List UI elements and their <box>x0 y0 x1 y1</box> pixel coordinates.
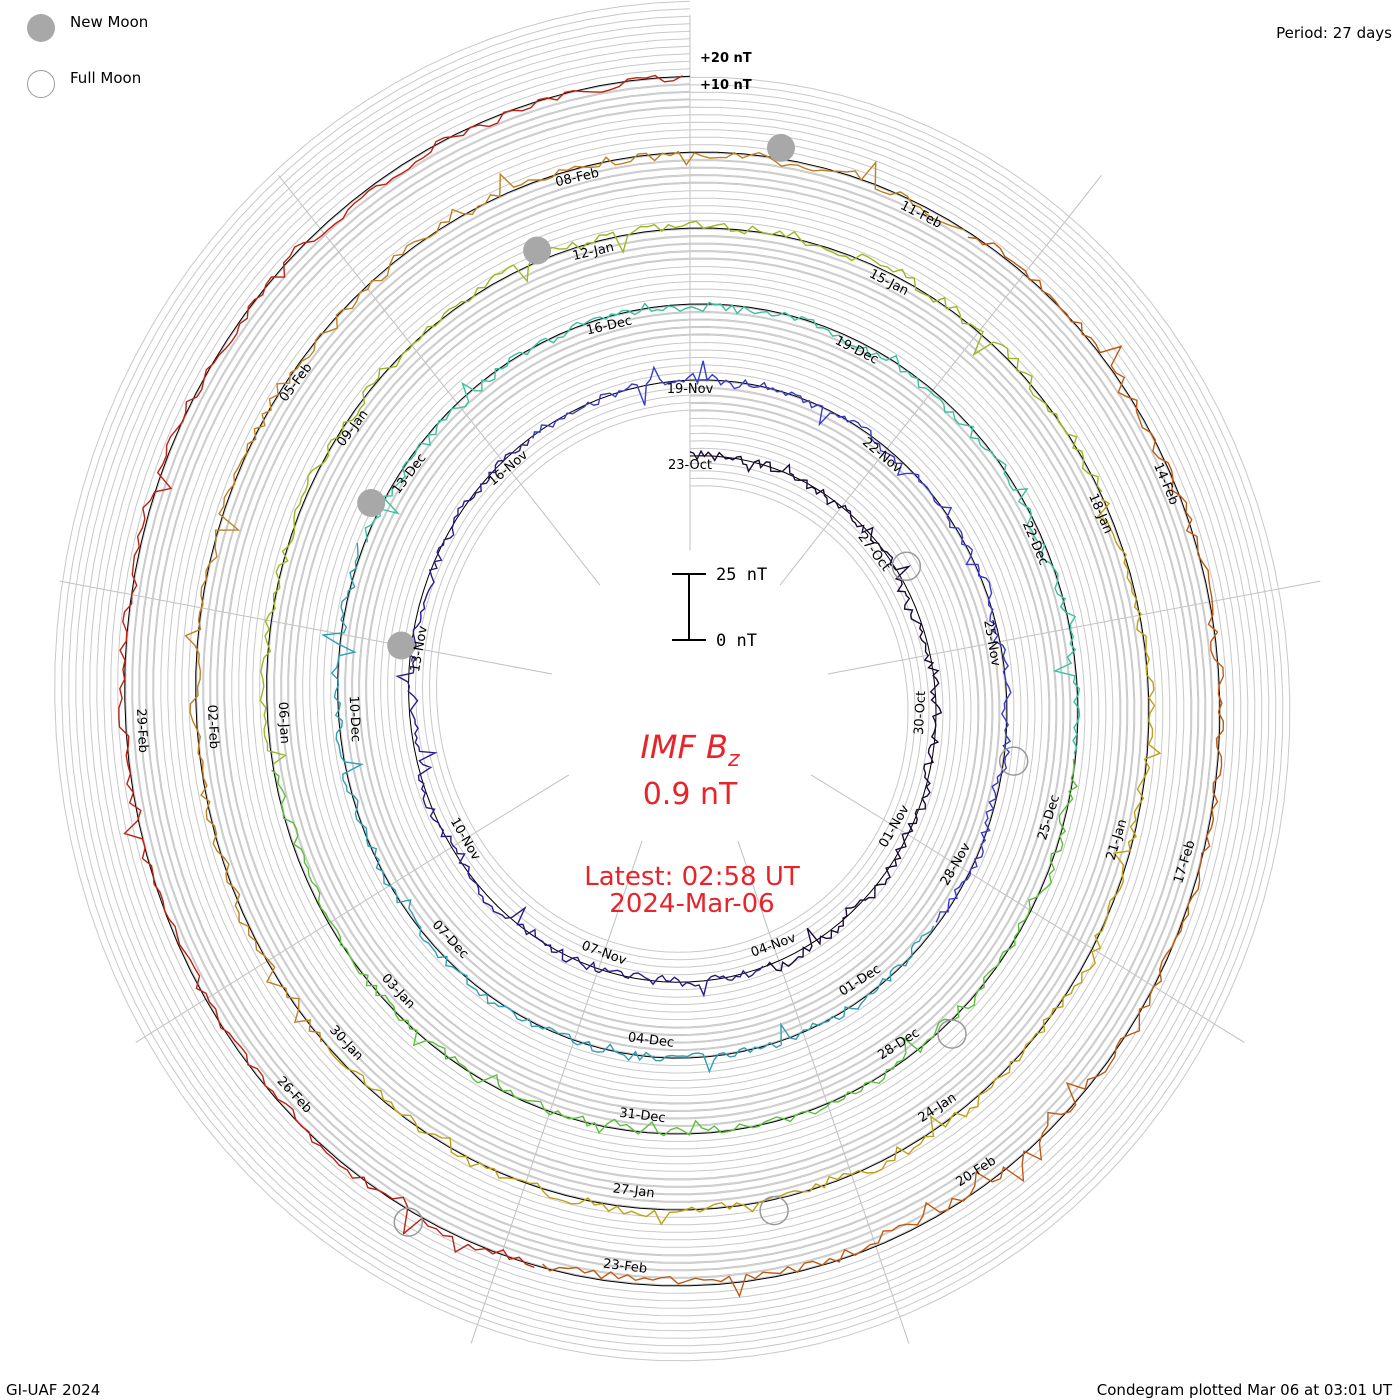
series-line <box>364 301 1081 754</box>
date-label: 20-Feb <box>954 1153 999 1190</box>
spoke-line <box>779 175 1102 586</box>
series-line <box>395 439 764 998</box>
new-moon-marker <box>767 133 795 162</box>
current-value: 0.9 nT <box>643 777 738 812</box>
scale-bar: 25 nT 0 nT <box>672 565 767 651</box>
series-layer <box>118 74 1225 1298</box>
grid-ring <box>96 45 1249 1317</box>
grid-ring <box>138 90 1207 1272</box>
series-line <box>259 220 1103 765</box>
date-label: 27-Jan <box>612 1181 656 1201</box>
quantity-title: IMF Bz <box>640 728 740 772</box>
date-label: 19-Nov <box>667 382 714 397</box>
date-label: 04-Dec <box>627 1030 675 1051</box>
date-label: 01-Nov <box>876 802 912 850</box>
date-label: 13-Nov <box>408 624 431 673</box>
date-label: 29-Feb <box>133 708 150 753</box>
series-line <box>271 758 1079 1137</box>
new-moon-key-icon <box>27 14 55 42</box>
date-label: 31-Dec <box>618 1106 666 1127</box>
spoke-line <box>59 580 553 675</box>
series-line <box>542 236 1225 1298</box>
grid-ring <box>103 53 1242 1309</box>
date-label: 23-Oct <box>668 458 712 473</box>
spoke-line <box>827 580 1321 675</box>
date-label: 01-Dec <box>837 962 884 1000</box>
latest-date: 2024-Mar-06 <box>609 889 774 919</box>
grid-ring <box>82 30 1263 1332</box>
date-label: 26-Feb <box>274 1074 315 1117</box>
date-label: 12-Jan <box>571 240 615 264</box>
grid-ring <box>75 23 1270 1339</box>
grid-ring <box>145 98 1200 1264</box>
new-moon-marker <box>387 631 416 660</box>
date-label: 03-Jan <box>378 971 418 1012</box>
scale-low-label: 0 nT <box>716 631 757 651</box>
full-moon-marker <box>998 746 1029 776</box>
full-moon-key-icon <box>27 70 55 98</box>
date-label: 22-Dec <box>1019 519 1051 568</box>
series-line <box>532 360 1012 923</box>
series-line <box>321 542 935 1074</box>
latest-time: Latest: 02:58 UT <box>584 862 800 892</box>
moon-markers <box>357 133 1029 1237</box>
new-moon-marker <box>523 236 552 265</box>
date-label: 02-Feb <box>204 704 221 749</box>
series-line <box>184 150 965 1043</box>
date-label: 14-Feb <box>1150 461 1181 508</box>
grid-ring <box>131 83 1214 1279</box>
date-label: 30-Jan <box>326 1023 366 1064</box>
date-label: 23-Feb <box>602 1257 648 1277</box>
new-moon-marker <box>357 489 386 517</box>
spoke-line <box>737 840 910 1344</box>
full-moon-marker <box>759 1195 789 1226</box>
ref-ring-label-10: +10 nT <box>700 78 752 93</box>
grid-ring <box>68 15 1277 1347</box>
grid-ring <box>61 8 1284 1354</box>
new-moon-legend-label: New Moon <box>70 13 149 31</box>
grid-ring <box>89 38 1256 1324</box>
date-label: 04-Nov <box>749 930 798 960</box>
grid-ring <box>110 60 1235 1302</box>
grid-rings <box>54 0 1291 1362</box>
spoke-line <box>135 774 570 1043</box>
spoke-line <box>470 840 643 1344</box>
full-moon-legend-label: Full Moon <box>70 69 142 87</box>
ref-ring-label-20: +20 nT <box>700 51 752 66</box>
date-label: 30-Oct <box>912 691 929 736</box>
full-moon-marker <box>937 1019 967 1049</box>
period-label: Period: 27 days <box>1276 24 1392 42</box>
date-label: 10-Dec <box>346 695 363 742</box>
date-label: 15-Jan <box>867 267 911 299</box>
date-label: 25-Nov <box>980 619 1003 668</box>
date-label: 11-Feb <box>898 198 944 231</box>
series-line <box>326 498 1162 1226</box>
grid-ring <box>152 105 1193 1257</box>
copyright-label: GI-UAF 2024 <box>6 1381 101 1399</box>
date-label: 06-Jan <box>275 701 292 744</box>
scale-high-label: 25 nT <box>716 565 767 585</box>
series-line <box>118 74 683 1269</box>
grid-ring <box>117 68 1228 1294</box>
full-moon-marker <box>393 1207 424 1237</box>
full-moon-marker <box>891 551 922 582</box>
plot-timestamp-label: Condegram plotted Mar 06 at 03:01 UT <box>1096 1381 1392 1399</box>
date-label: 28-Dec <box>875 1025 922 1063</box>
series-line <box>689 449 943 972</box>
